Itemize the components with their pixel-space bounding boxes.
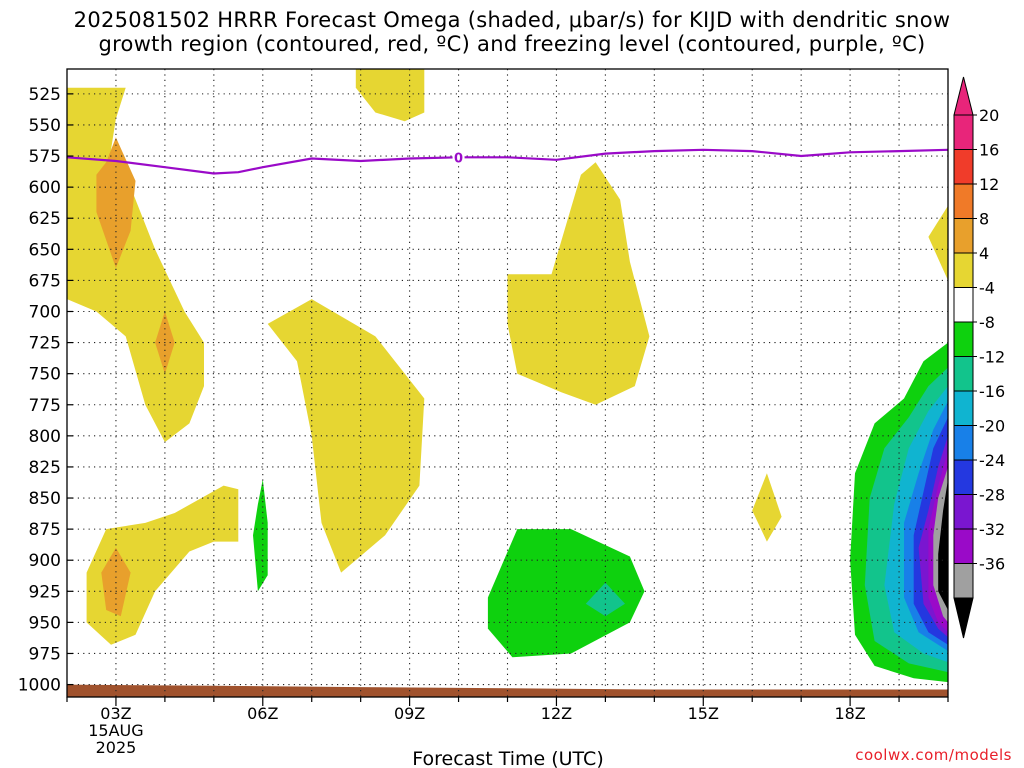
y-tick-label-525: 525	[29, 85, 61, 105]
colorbar-swatch-7	[953, 356, 974, 392]
colorbar-swatch-12	[953, 528, 974, 564]
colorbar-swatch-0	[953, 114, 974, 150]
colorbar-label-5: -4	[979, 279, 995, 298]
colorbar-swatch-3	[953, 218, 974, 254]
omega-region-4-5	[752, 473, 782, 542]
y-tick-label-800: 800	[29, 427, 61, 447]
chart-title: 2025081502 HRRR Forecast Omega (shaded, …	[73, 8, 951, 56]
colorbar-label-6: -8	[979, 313, 995, 332]
y-tick-label-675: 675	[29, 271, 61, 291]
colorbar-label-9: -20	[979, 417, 1005, 436]
y-tick-label-950: 950	[29, 613, 61, 633]
x-tick-label-18Z: 18Z	[834, 704, 865, 723]
omega-shading-layer	[67, 69, 948, 697]
credit-link[interactable]: coolwx.com/models	[855, 746, 1012, 764]
y-tick-label-1000: 1000	[18, 676, 61, 696]
colorbar-label-3: 8	[979, 210, 989, 229]
x-tick-label-15Z: 15Z	[688, 704, 719, 723]
y-tick-label-925: 925	[29, 582, 61, 602]
x-tick-year: 2025	[96, 738, 137, 757]
omega-region-4-0	[67, 87, 204, 443]
y-tick-label-575: 575	[29, 147, 61, 167]
y-tick-label-875: 875	[29, 520, 61, 540]
colorbar-label-13: -36	[979, 555, 1005, 574]
colorbar-swatch-5	[953, 287, 974, 323]
colorbar-swatch-4	[953, 252, 974, 288]
y-axis: 525 550 575 600 625 650 675 700 725 750 775 800 825 8…	[18, 85, 73, 696]
x-tick-label-06Z: 06Z	[247, 704, 278, 723]
colorbar-swatch-9	[953, 425, 974, 461]
omega-region-4-3	[507, 162, 650, 405]
omega-region--4-10	[253, 479, 268, 592]
omega-region-8-7	[96, 137, 136, 268]
colorbar-label-10: -24	[979, 451, 1005, 470]
y-tick-label-900: 900	[29, 551, 61, 571]
y-tick-label-775: 775	[29, 396, 61, 416]
x-axis-label: Forecast Time (UTC)	[412, 748, 603, 768]
freezing-level-label-bg	[452, 149, 465, 166]
y-tick-label-550: 550	[29, 116, 61, 136]
x-tick-date: 15AUG	[88, 721, 143, 740]
colorbar-label-7: -12	[979, 348, 1005, 367]
colorbar-label-2: 12	[979, 175, 999, 194]
freezing-level-label: 0	[454, 151, 463, 166]
colorbar-swatch-2	[953, 183, 974, 219]
colorbar-label-12: -32	[979, 520, 1005, 539]
colorbar-swatch-11	[953, 494, 974, 530]
freezing-level-line	[67, 148, 948, 175]
y-tick-label-975: 975	[29, 644, 61, 664]
omega-region-4-1	[355, 69, 425, 122]
colorbar-under-arrow	[953, 597, 974, 639]
colorbar-label-0: 20	[979, 106, 999, 125]
freezing-level-layer: 0	[67, 148, 948, 175]
omega-region--4-11	[487, 529, 645, 658]
colorbar-swatch-10	[953, 459, 974, 495]
omega-region--8-12	[585, 582, 625, 617]
colorbar-swatch-6	[953, 321, 974, 357]
grid-layer	[67, 69, 948, 697]
y-tick-label-625: 625	[29, 209, 61, 229]
colorbar-label-4: 4	[979, 244, 989, 263]
colorbar-label-1: 16	[979, 141, 999, 160]
colorbar-label-11: -28	[979, 486, 1005, 505]
x-tick-label-09Z: 09Z	[394, 704, 425, 723]
y-tick-label-600: 600	[29, 178, 61, 198]
y-tick-label-825: 825	[29, 458, 61, 478]
omega-region-4-6	[928, 205, 948, 281]
colorbar-swatch-8	[953, 390, 974, 426]
colorbar-label-8: -16	[979, 382, 1005, 401]
x-tick-label-03Z: 03Z	[100, 704, 131, 723]
colorbar-swatch-13	[953, 563, 974, 599]
y-tick-label-700: 700	[29, 302, 61, 322]
omega-region-4-2	[267, 299, 425, 573]
y-tick-label-725: 725	[29, 334, 61, 354]
omega-region-4-4	[86, 485, 239, 645]
x-tick-label-12Z: 12Z	[541, 704, 572, 723]
colorbar: 20 16 12 8 4 -4 -8 -12 -16 -20 -24 -28 -32 -36	[953, 76, 1005, 639]
omega-region--36-21	[938, 479, 948, 610]
colorbar-swatch-1	[953, 149, 974, 185]
y-tick-label-650: 650	[29, 240, 61, 260]
y-tick-label-750: 750	[29, 365, 61, 385]
colorbar-over-arrow	[953, 76, 974, 116]
y-tick-label-850: 850	[29, 489, 61, 509]
